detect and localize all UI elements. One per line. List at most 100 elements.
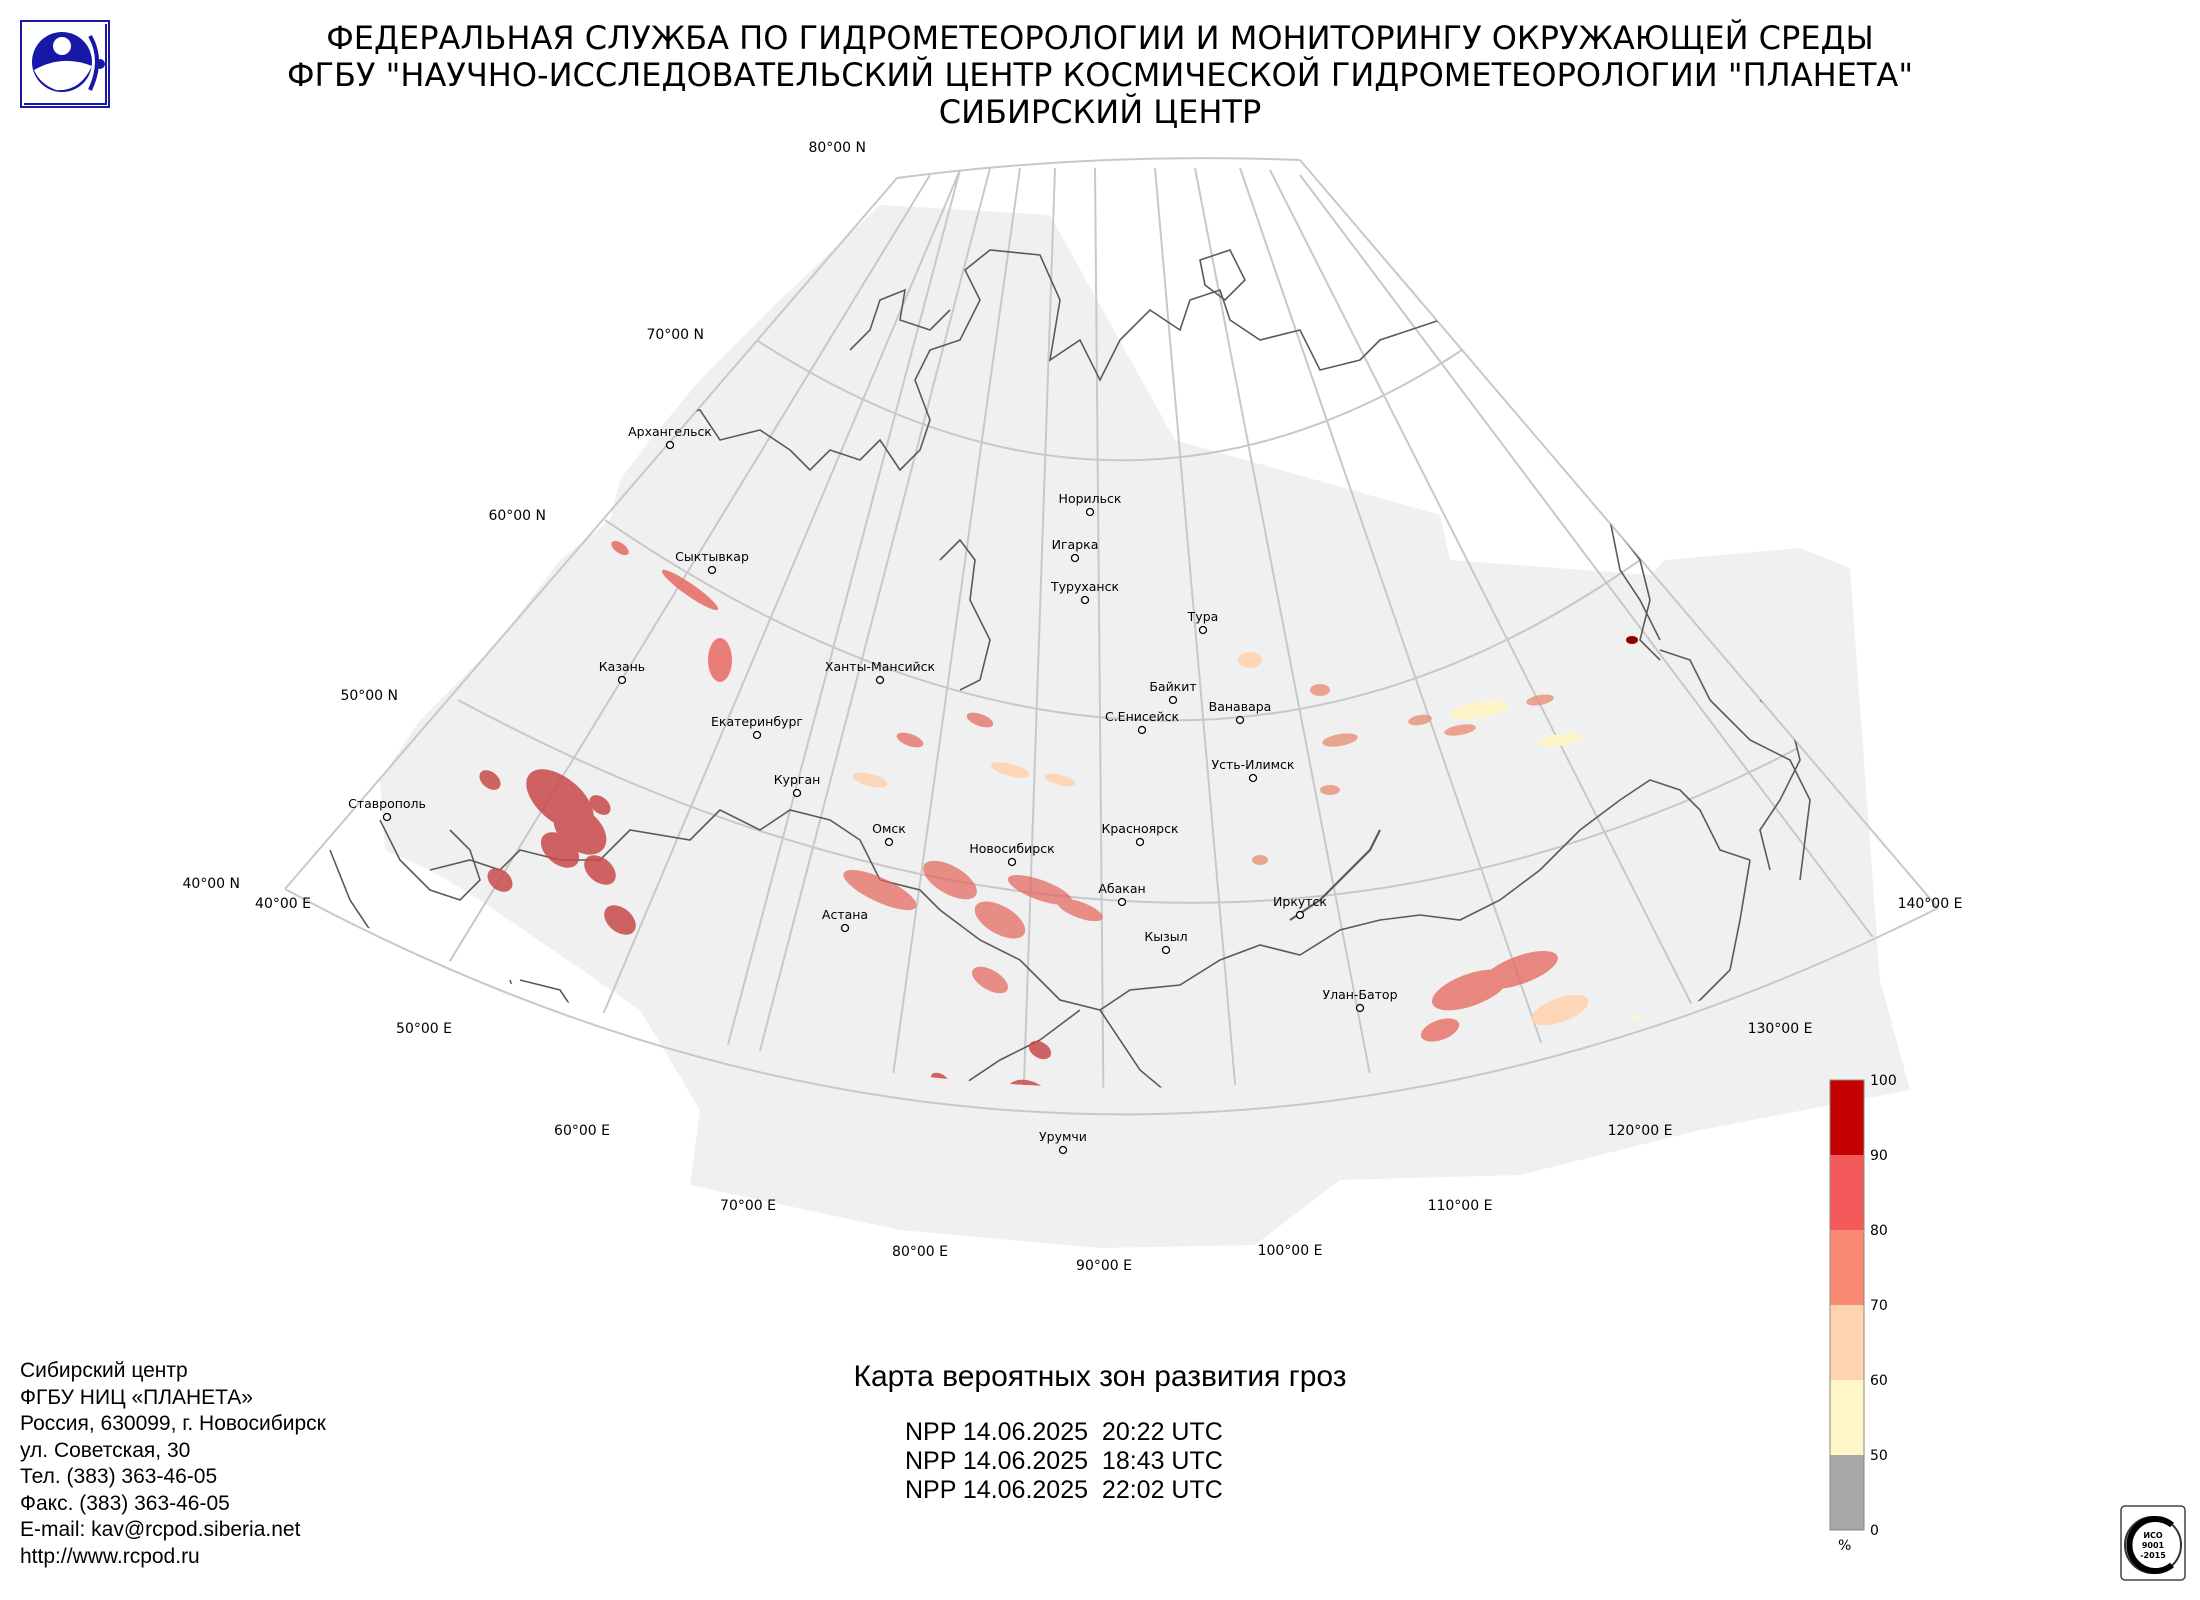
city-label: Архангельск xyxy=(628,424,712,439)
contact-block: Сибирский центр ФГБУ НИЦ «ПЛАНЕТА» Росси… xyxy=(20,1358,326,1570)
city-marker xyxy=(1248,773,1258,783)
longitude-label: 120°00 E xyxy=(1608,1123,1673,1139)
satellite-pass: NPP 14.06.2025 20:22 UTC xyxy=(905,1418,1223,1446)
city-label: Кызыл xyxy=(1144,929,1187,944)
city-label: Абакан xyxy=(1098,881,1145,896)
iso-text: 9001 xyxy=(2142,1541,2165,1550)
city-marker xyxy=(1117,897,1127,907)
city-marker xyxy=(617,675,627,685)
graticule xyxy=(419,167,1921,1088)
colorbar-tick-label: 50 xyxy=(1870,1448,1888,1464)
city-marker xyxy=(707,565,717,575)
city-marker xyxy=(1168,695,1178,705)
city-label: Ханты-Мансийск xyxy=(825,659,936,674)
city-label: Улан-Батор xyxy=(1322,987,1397,1002)
city-label: Игарка xyxy=(1052,537,1099,552)
city-marker xyxy=(1080,595,1090,605)
longitude-label: 90°00 E xyxy=(1076,1258,1132,1274)
city-label: Красноярск xyxy=(1101,821,1178,836)
city-marker xyxy=(840,923,850,933)
city-marker xyxy=(792,788,802,798)
city-label: Екатеринбург xyxy=(711,714,803,729)
city-label: Новосибирск xyxy=(969,841,1055,856)
city-marker xyxy=(752,730,762,740)
city-label: Урумчи xyxy=(1039,1129,1087,1144)
city-marker xyxy=(1295,910,1305,920)
contact-line: Россия, 630099, г. Новосибирск xyxy=(20,1412,326,1435)
city-label: Усть-Илимск xyxy=(1212,757,1295,772)
contact-line: Факс. (383) 363-46-05 xyxy=(20,1491,230,1515)
colorbar-tick-label: 100 xyxy=(1870,1073,1897,1089)
city-label: Казань xyxy=(599,659,645,674)
contact-line: Сибирский центр xyxy=(20,1359,188,1382)
contact-line: ул. Советская, 30 xyxy=(20,1438,191,1462)
header: ФЕДЕРАЛЬНАЯ СЛУЖБА ПО ГИДРОМЕТЕОРОЛОГИИ … xyxy=(0,20,2200,131)
map-title: Карта вероятных зон развития гроз xyxy=(853,1360,1347,1393)
website-link[interactable]: http://www.rcpod.ru xyxy=(20,1544,200,1568)
city-label: Сыктывкар xyxy=(675,549,749,564)
city-marker xyxy=(1198,625,1208,635)
colorbar-segment xyxy=(1830,1305,1864,1380)
city-marker xyxy=(1137,725,1147,735)
longitude-label: 70°00 E xyxy=(720,1198,776,1214)
city-marker xyxy=(1007,857,1017,867)
city-marker xyxy=(875,675,885,685)
longitude-label: 100°00 E xyxy=(1258,1243,1323,1259)
longitude-label: 110°00 E xyxy=(1428,1198,1493,1214)
city-label: Байкит xyxy=(1149,679,1196,694)
city-label: Туруханск xyxy=(1050,579,1119,594)
contact-line: Тел. (383) 363-46-05 xyxy=(20,1465,218,1488)
city-marker xyxy=(382,812,392,822)
header-line-2: ФГБУ "НАУЧНО-ИССЛЕДОВАТЕЛЬСКИЙ ЦЕНТР КОС… xyxy=(286,56,1914,94)
storm-zones xyxy=(479,540,1656,1088)
header-line-1: ФЕДЕРАЛЬНАЯ СЛУЖБА ПО ГИДРОМЕТЕОРОЛОГИИ … xyxy=(326,19,1874,57)
city-marker xyxy=(665,440,675,450)
city-marker xyxy=(1355,1003,1365,1013)
longitude-label: 40°00 E xyxy=(255,896,311,912)
graticule-labels: 80°00 N 70°00 N 60°00 N 50°00 N 40°00 N 40°00… xyxy=(182,140,1962,1274)
city-marker xyxy=(884,837,894,847)
colorbar-segment xyxy=(1830,1155,1864,1230)
colorbar-border xyxy=(1829,1079,1865,1531)
latitude-label: 40°00 N xyxy=(182,876,240,892)
email-link[interactable]: E-mail: kav@rcpod.siberia.net xyxy=(20,1518,301,1541)
longitude-label: 50°00 E xyxy=(396,1021,452,1037)
probability-colorbar: 100 90 80 70 60 50 0 % xyxy=(1829,1073,1897,1554)
satellite-passes: NPP 14.06.2025 20:22 UTC NPP 14.06.2025 … xyxy=(905,1418,1223,1505)
latitude-label: 80°00 N xyxy=(808,140,866,156)
colorbar-segment xyxy=(1830,1380,1864,1455)
satellite-pass: NPP 14.06.2025 18:43 UTC xyxy=(905,1447,1223,1475)
city-label: Тура xyxy=(1187,609,1219,624)
city-marker xyxy=(1161,945,1171,955)
city-marker xyxy=(1070,553,1080,563)
iso-text: -2015 xyxy=(2140,1551,2166,1560)
city-label: Ставрополь xyxy=(348,796,426,811)
colorbar-segment xyxy=(1830,1455,1864,1530)
city-markers: Архангельск Норильск Игарка Туруханск Сыктыв… xyxy=(348,424,1398,1155)
colorbar-segment xyxy=(1830,1230,1864,1305)
latitude-label: 50°00 N xyxy=(340,688,398,704)
longitude-label: 130°00 E xyxy=(1748,1021,1813,1037)
colorbar-tick-label: 90 xyxy=(1870,1148,1888,1164)
latitude-label: 60°00 N xyxy=(488,508,546,524)
latitude-label: 70°00 N xyxy=(646,327,704,343)
contact-line: ФГБУ НИЦ «ПЛАНЕТА» xyxy=(20,1385,253,1409)
map-frame xyxy=(284,157,1939,1116)
city-marker xyxy=(1085,507,1095,517)
satellite-pass: NPP 14.06.2025 22:02 UTC xyxy=(905,1476,1223,1504)
colorbar-segment xyxy=(1830,1080,1864,1155)
city-label: Курган xyxy=(774,772,821,787)
coverage-area xyxy=(380,205,1910,1248)
city-marker xyxy=(1058,1145,1068,1155)
colorbar-tick-label: 0 xyxy=(1870,1523,1879,1539)
city-marker xyxy=(1135,837,1145,847)
colorbar-tick-label: 70 xyxy=(1870,1298,1888,1314)
planeta-globe-logo-icon xyxy=(20,20,110,108)
longitude-label: 60°00 E xyxy=(554,1123,610,1139)
iso-text: ИСО xyxy=(2143,1531,2163,1540)
longitude-label: 140°00 E xyxy=(1898,896,1963,912)
city-label: С.Енисейск xyxy=(1105,709,1179,724)
city-label: Астана xyxy=(822,907,868,922)
city-label: Омск xyxy=(872,821,906,836)
